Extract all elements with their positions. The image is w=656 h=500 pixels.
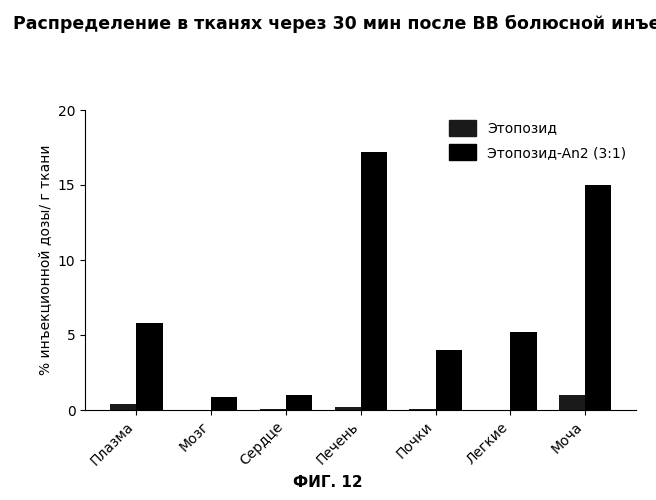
Y-axis label: % инъекционной дозы/ г ткани: % инъекционной дозы/ г ткани xyxy=(39,145,52,375)
Bar xyxy=(409,408,436,410)
Bar xyxy=(211,396,237,410)
Bar xyxy=(136,323,163,410)
Bar xyxy=(260,408,286,410)
Bar xyxy=(361,152,387,410)
Text: Распределение в тканях через 30 мин после ВВ болюсной инъекции: Распределение в тканях через 30 мин посл… xyxy=(13,15,656,33)
Legend: Этопозид, Этопозид-An2 (3:1): Этопозид, Этопозид-An2 (3:1) xyxy=(443,114,632,166)
Bar xyxy=(585,185,611,410)
Bar xyxy=(559,395,585,410)
Bar xyxy=(335,407,361,410)
Text: ФИГ. 12: ФИГ. 12 xyxy=(293,475,363,490)
Bar xyxy=(286,395,312,410)
Bar xyxy=(110,404,136,410)
Bar xyxy=(510,332,537,410)
Bar xyxy=(436,350,462,410)
